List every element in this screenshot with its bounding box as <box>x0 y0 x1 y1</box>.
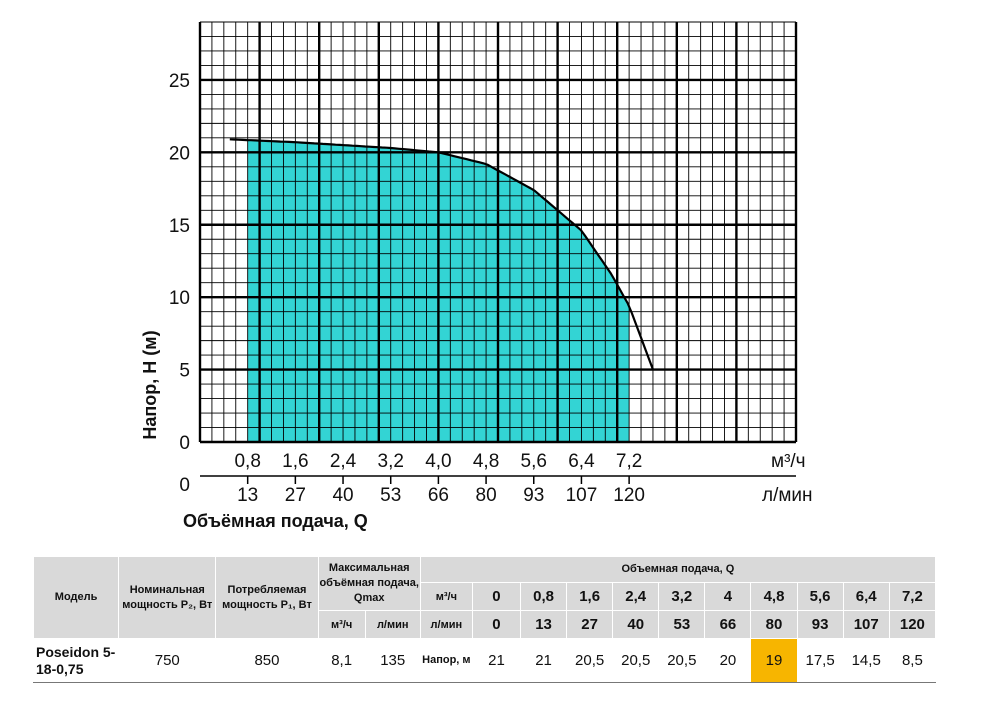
flow-m3h-cell: 1,6 <box>566 582 614 611</box>
x-tick-label-m3h: 2,4 <box>330 451 357 472</box>
spec-table: Модель Номинальная мощность P₂, Вт Потре… <box>32 556 937 683</box>
y-tick-label: 0 <box>179 433 190 454</box>
head-value-cell: 20,5 <box>566 638 614 683</box>
flow-lmin-cell: 40 <box>612 610 660 639</box>
x-tick-label-lmin: 27 <box>285 485 306 506</box>
header-nominal-power: Номинальная мощность P₂, Вт <box>118 556 217 639</box>
y-tick-label: 5 <box>179 361 190 382</box>
x-zero-label: 0 <box>179 475 190 496</box>
x-tick-label-m3h: 4,0 <box>425 451 451 472</box>
x-tick-label-lmin: 40 <box>332 485 353 506</box>
flow-lmin-cell: 107 <box>842 610 890 639</box>
head-value-cell: 21 <box>519 638 568 683</box>
x-tick-label-m3h: 0,8 <box>234 451 260 472</box>
flow-lmin-cell: 13 <box>519 610 568 639</box>
head-value-cell: 21 <box>471 638 522 683</box>
x-tick-label-m3h: 3,2 <box>378 451 404 472</box>
table-header-row-3: м³/ч л/мин л/мин 0 13 27 40 53 66 80 93 … <box>34 610 937 639</box>
max-flow-unit-m3h: м³/ч <box>317 610 366 639</box>
y-tick-label: 15 <box>169 216 190 237</box>
flow-unit-m3h: м³/ч <box>419 582 473 611</box>
flow-lmin-cell: 27 <box>566 610 614 639</box>
table-header-row-2: м³/ч 0 0,8 1,6 2,4 3,2 4 4,8 5,6 6,4 7,2 <box>34 582 937 611</box>
max-flow-unit-lmin: л/мин <box>364 610 421 639</box>
y-tick-label: 25 <box>169 71 190 92</box>
head-value-cell: 17,5 <box>796 638 844 683</box>
x-unit-m3h: м³/ч <box>771 451 806 472</box>
x-axis-title: Объёмная подача, Q <box>183 511 368 531</box>
flow-m3h-cell: 7,2 <box>888 582 937 611</box>
table-row: Poseidon 5-18-0,75 750 850 8,1 135 Напор… <box>32 638 937 683</box>
flow-m3h-cell: 6,4 <box>842 582 890 611</box>
flow-lmin-cell: 80 <box>750 610 798 639</box>
y-axis-title: Напор, Н (м) <box>140 330 160 439</box>
y-tick-label: 10 <box>169 288 190 309</box>
x-tick-label-m3h: 6,4 <box>568 451 595 472</box>
consumed-power-value: 850 <box>215 638 319 683</box>
model-name: Poseidon 5-18-0,75 <box>32 638 120 683</box>
flow-m3h-cell: 2,4 <box>612 582 660 611</box>
header-nominal-power-text: Номинальная мощность P₂, Вт <box>122 583 213 611</box>
x-tick-label-lmin: 13 <box>237 485 258 506</box>
flow-m3h-cell: 0,8 <box>519 582 568 611</box>
head-value-highlighted: 19 <box>750 638 798 683</box>
head-label: Напор, м <box>419 638 473 683</box>
x-tick-label-lmin: 120 <box>613 485 645 506</box>
flow-m3h-cell: 4,8 <box>750 582 798 611</box>
x-tick-label-lmin: 53 <box>380 485 401 506</box>
curve-layer <box>229 138 655 370</box>
pump-curve-line <box>229 138 655 370</box>
x-tick-label-m3h: 1,6 <box>282 451 308 472</box>
flow-unit-lmin: л/мин <box>419 610 473 639</box>
x-tick-label-lmin: 66 <box>428 485 449 506</box>
head-value-cell: 14,5 <box>842 638 890 683</box>
header-consumed-power-text: Потребляемая мощность P₁, Вт <box>222 583 312 611</box>
x-tick-label-m3h: 4,8 <box>473 451 499 472</box>
x-unit-lmin: л/мин <box>762 485 813 506</box>
qmax-m3h-value: 8,1 <box>317 638 366 683</box>
header-model: Модель <box>32 556 120 639</box>
flow-lmin-cell: 93 <box>796 610 844 639</box>
head-value-cell: 8,5 <box>888 638 937 683</box>
x-tick-label-lmin: 93 <box>523 485 544 506</box>
flow-lmin-cell: 120 <box>888 610 937 639</box>
flow-m3h-cell: 0 <box>471 582 522 611</box>
header-max-flow: Максимальная объёмная подача, Qmax <box>317 556 421 611</box>
flow-m3h-cell: 3,2 <box>658 582 706 611</box>
y-tick-label: 20 <box>169 143 190 164</box>
flow-m3h-cell: 5,6 <box>796 582 844 611</box>
pump-chart: 0 5 10 15 20 25 0 0,8 13 1,6 27 2,4 40 3,2 53 4,0 66 4,8 8… <box>140 21 813 531</box>
head-value-cell: 20,5 <box>658 638 706 683</box>
x-tick-label-lmin: 107 <box>566 485 598 506</box>
header-consumed-power: Потребляемая мощность P₁, Вт <box>215 556 319 639</box>
flow-lmin-cell: 0 <box>471 610 522 639</box>
head-value-cell: 20 <box>704 638 752 683</box>
x-tick-label-lmin: 80 <box>476 485 497 506</box>
qmax-lmin-value: 135 <box>364 638 421 683</box>
head-value-cell: 20,5 <box>612 638 660 683</box>
tick-labels: 0 5 10 15 20 25 0 0,8 13 1,6 27 2,4 40 3,2 53 4,0 66 4,8 8… <box>169 71 813 506</box>
flow-lmin-cell: 53 <box>658 610 706 639</box>
chart-grid <box>198 21 798 444</box>
header-flow-title: Объемная подача, Q <box>419 556 937 583</box>
flow-m3h-cell: 4 <box>704 582 752 611</box>
x-tick-label-m3h: 7,2 <box>616 451 642 472</box>
x-tick-label-m3h: 5,6 <box>521 451 547 472</box>
flow-lmin-cell: 66 <box>704 610 752 639</box>
table-header-row-1: Модель Номинальная мощность P₂, Вт Потре… <box>32 556 937 639</box>
nominal-power-value: 750 <box>118 638 217 683</box>
